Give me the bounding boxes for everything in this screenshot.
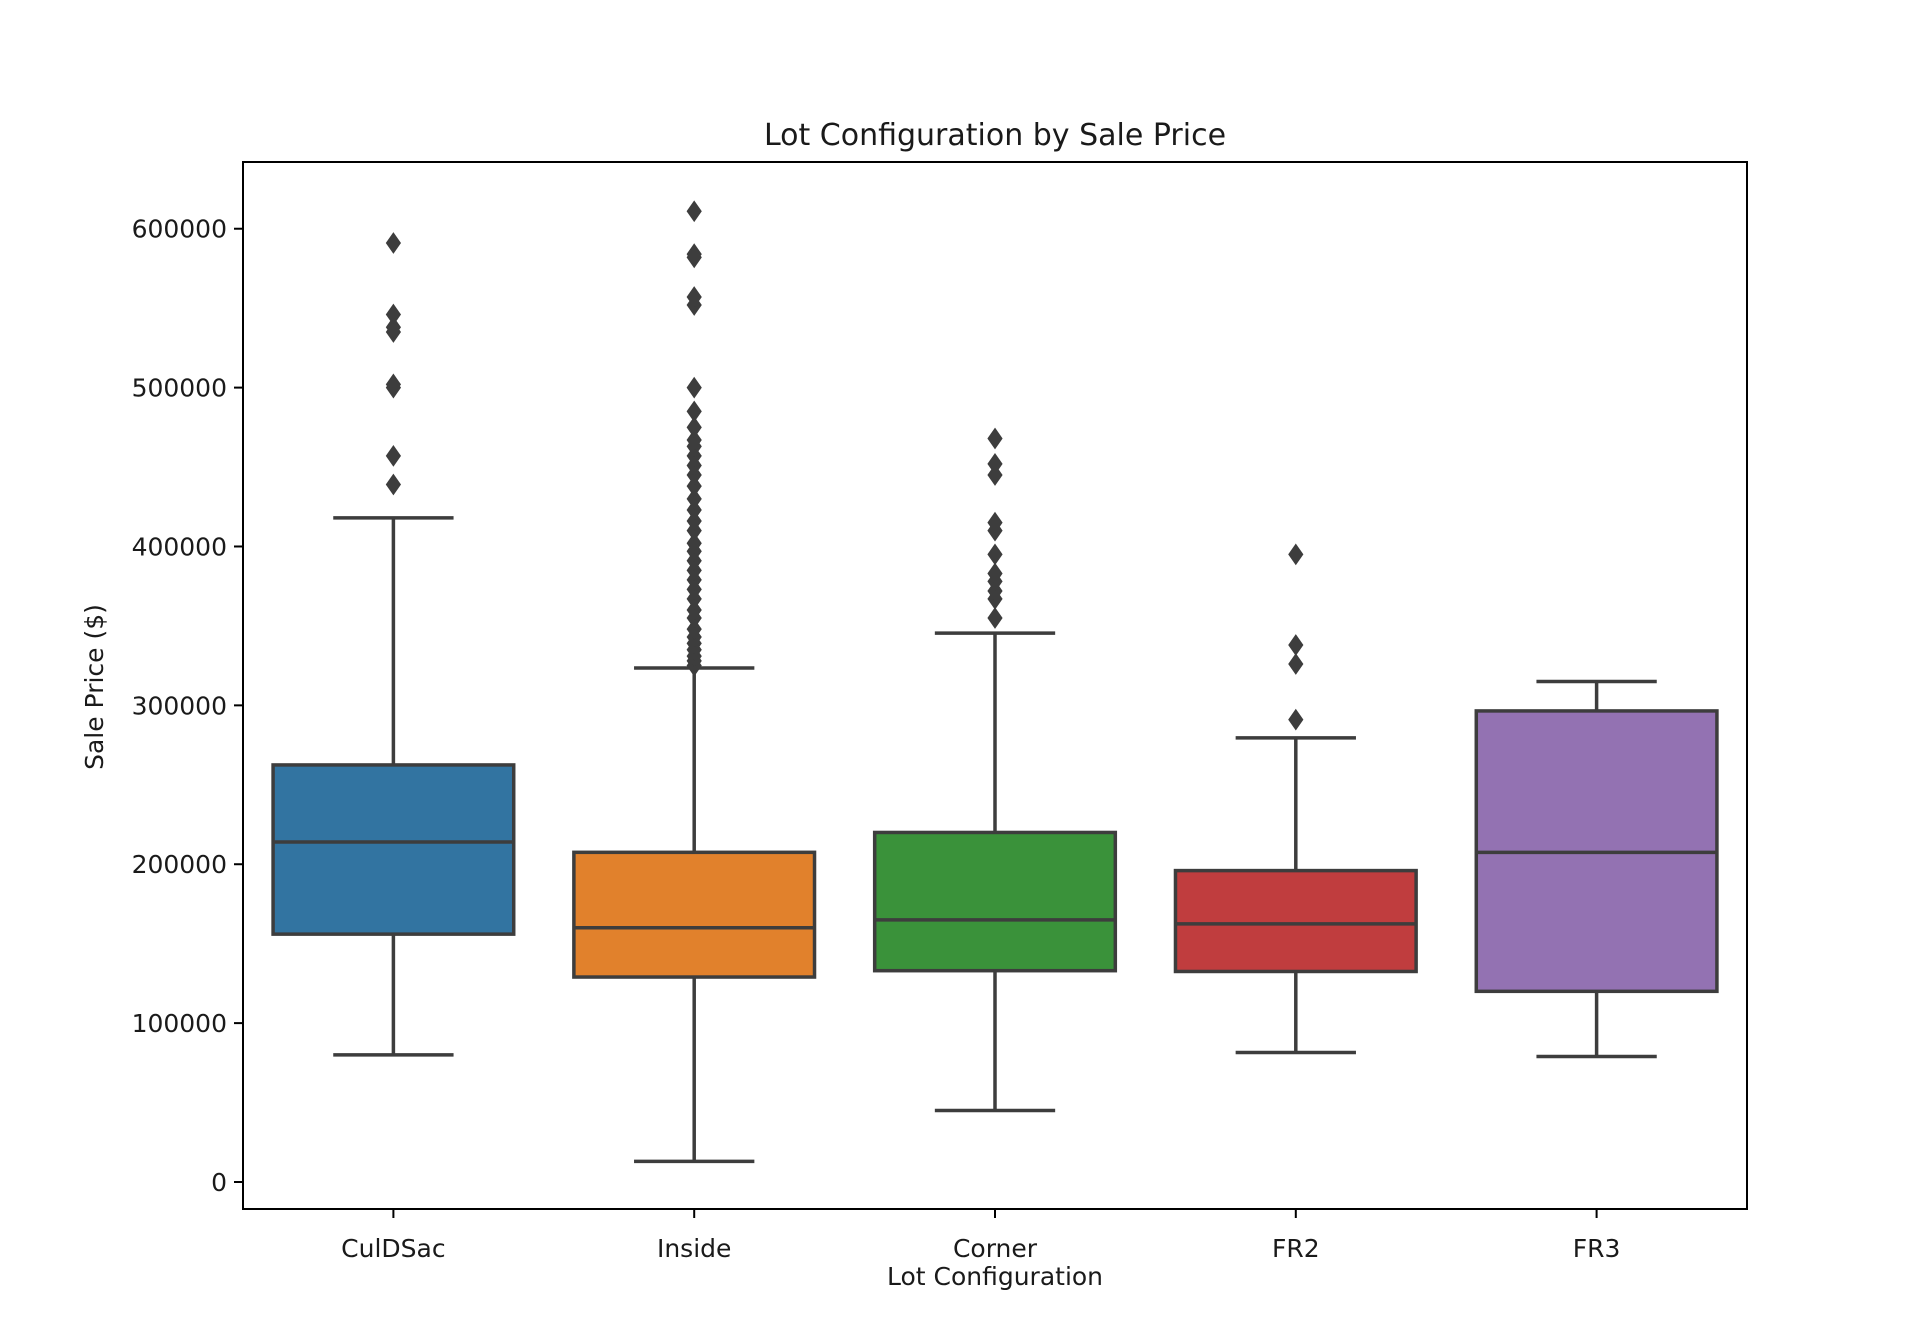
outlier-point bbox=[987, 543, 1003, 566]
outlier-point bbox=[1288, 653, 1304, 675]
outlier-point bbox=[686, 243, 702, 266]
y-tick-label: 500000 bbox=[132, 374, 227, 403]
x-tick-label: FR2 bbox=[1272, 1234, 1320, 1263]
chart-title: Lot Configuration by Sale Price bbox=[764, 118, 1226, 153]
outlier-point bbox=[686, 510, 702, 532]
x-axis: CulDSac Inside Corner FR2 FR3 bbox=[341, 1209, 1620, 1263]
outlier-point bbox=[987, 511, 1003, 534]
outlier-point bbox=[686, 286, 702, 308]
y-tick-label: 200000 bbox=[132, 850, 227, 879]
outlier-point bbox=[385, 316, 402, 339]
outlier-point bbox=[686, 499, 702, 521]
outlier-point bbox=[1288, 634, 1304, 656]
outlier-point bbox=[1288, 708, 1304, 731]
outlier-point bbox=[686, 200, 702, 223]
y-axis-label: Sale Price ($) bbox=[80, 604, 109, 770]
y-axis: 0 100000 200000 300000 400000 500000 600000 bbox=[132, 215, 243, 1197]
x-axis-label: Lot Configuration bbox=[887, 1262, 1103, 1291]
outlier-point bbox=[987, 607, 1003, 629]
outlier-point bbox=[686, 475, 702, 497]
outlier-point bbox=[686, 376, 702, 399]
outlier-point bbox=[987, 452, 1003, 475]
outlier-point bbox=[385, 232, 402, 254]
outlier-point bbox=[686, 487, 702, 510]
outlier-point bbox=[987, 464, 1003, 486]
y-tick-label: 400000 bbox=[132, 532, 227, 561]
y-tick-label: 300000 bbox=[132, 691, 227, 720]
outlier-point bbox=[385, 473, 402, 496]
plot-area bbox=[271, 200, 1719, 1164]
y-tick-label: 0 bbox=[211, 1168, 227, 1197]
box-inside bbox=[572, 200, 817, 1164]
iqr-box bbox=[1173, 868, 1418, 974]
outlier-point bbox=[686, 599, 702, 621]
outlier-point bbox=[385, 373, 402, 396]
outlier-point bbox=[1288, 543, 1304, 566]
outlier-point bbox=[686, 400, 702, 423]
outlier-point bbox=[987, 427, 1003, 450]
x-tick-label: Corner bbox=[953, 1234, 1038, 1263]
box-fr2 bbox=[1173, 543, 1418, 1055]
outlier-point bbox=[987, 562, 1003, 585]
outlier-point bbox=[385, 303, 402, 326]
x-tick-label: Inside bbox=[657, 1234, 731, 1263]
box-fr3 bbox=[1474, 679, 1719, 1059]
outlier-point bbox=[686, 416, 702, 439]
iqr-box bbox=[872, 830, 1118, 973]
iqr-box bbox=[572, 850, 817, 979]
outlier-point bbox=[686, 429, 702, 451]
outlier-point bbox=[385, 445, 402, 467]
iqr-box bbox=[271, 763, 516, 936]
y-tick-label: 100000 bbox=[132, 1009, 227, 1038]
x-tick-label: FR3 bbox=[1573, 1234, 1621, 1263]
box-culdsac bbox=[271, 232, 516, 1057]
x-tick-label: CulDSac bbox=[341, 1234, 445, 1263]
outlier-point bbox=[686, 618, 702, 640]
y-tick-label: 600000 bbox=[132, 215, 227, 244]
box-corner bbox=[872, 427, 1118, 1113]
outlier-point bbox=[686, 532, 702, 555]
